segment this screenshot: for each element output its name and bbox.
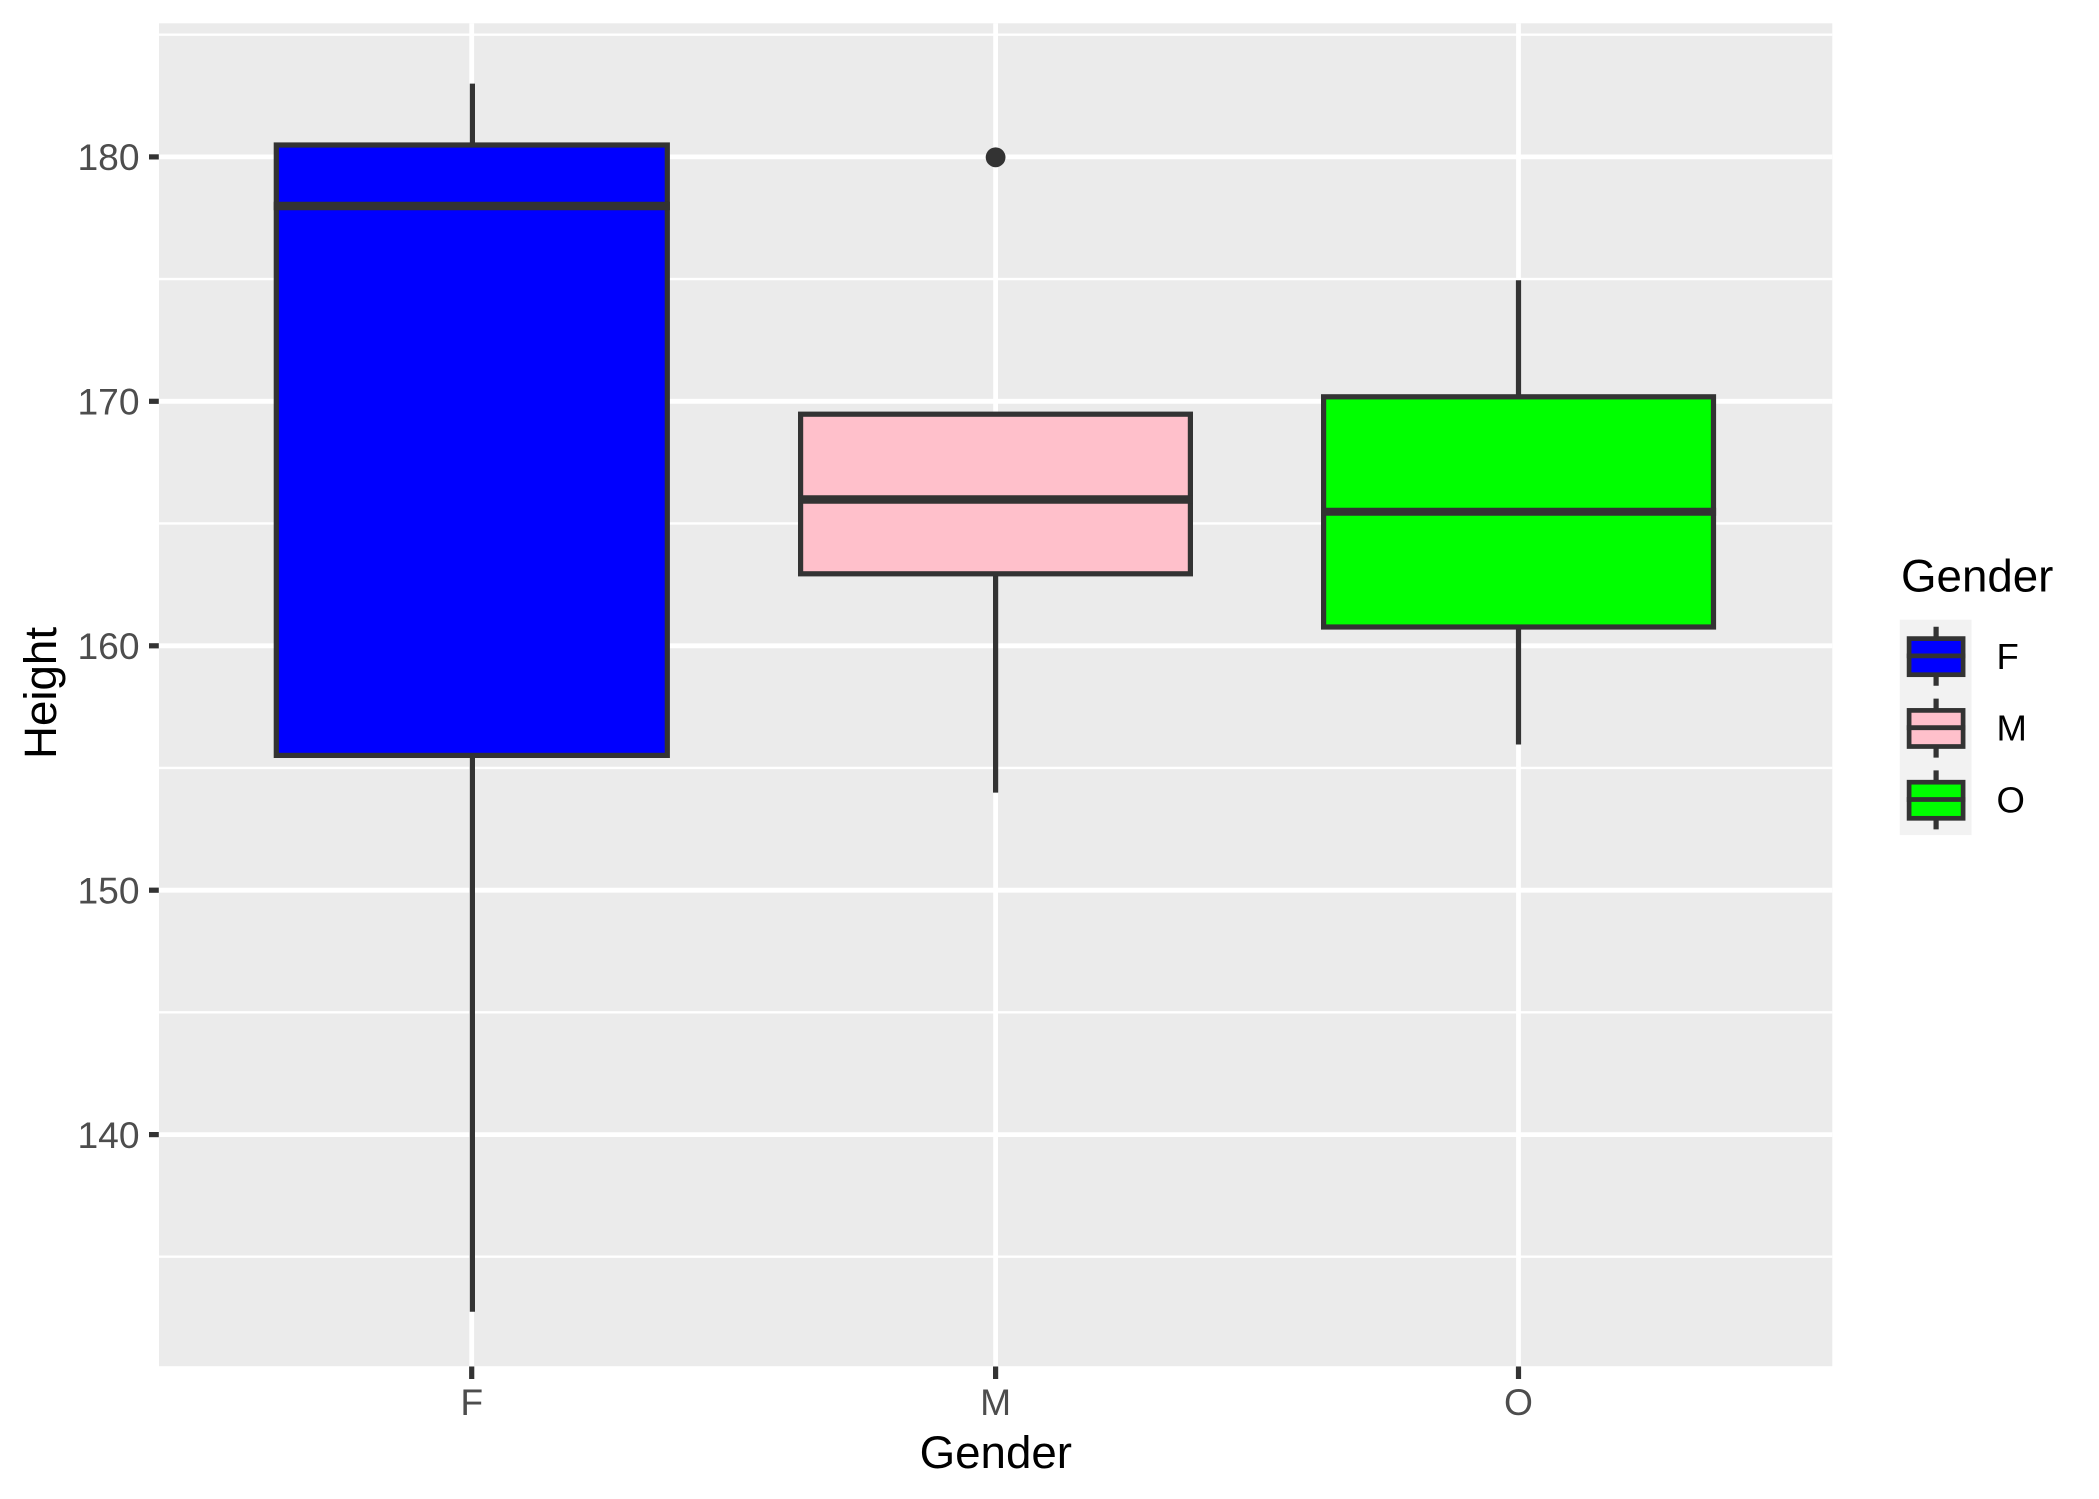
svg-text:150: 150 — [77, 870, 139, 912]
svg-text:F: F — [460, 1381, 483, 1423]
svg-text:180: 180 — [77, 136, 139, 178]
svg-text:M: M — [1997, 708, 2027, 749]
svg-text:O: O — [1504, 1381, 1533, 1423]
svg-text:M: M — [980, 1381, 1011, 1423]
svg-text:Height: Height — [15, 627, 66, 759]
svg-text:F: F — [1997, 636, 2019, 677]
svg-text:Gender: Gender — [920, 1427, 1072, 1478]
svg-text:140: 140 — [77, 1114, 139, 1156]
svg-text:160: 160 — [77, 625, 139, 667]
svg-text:O: O — [1997, 780, 2025, 821]
svg-text:170: 170 — [77, 381, 139, 423]
svg-text:Gender: Gender — [1901, 550, 2053, 601]
